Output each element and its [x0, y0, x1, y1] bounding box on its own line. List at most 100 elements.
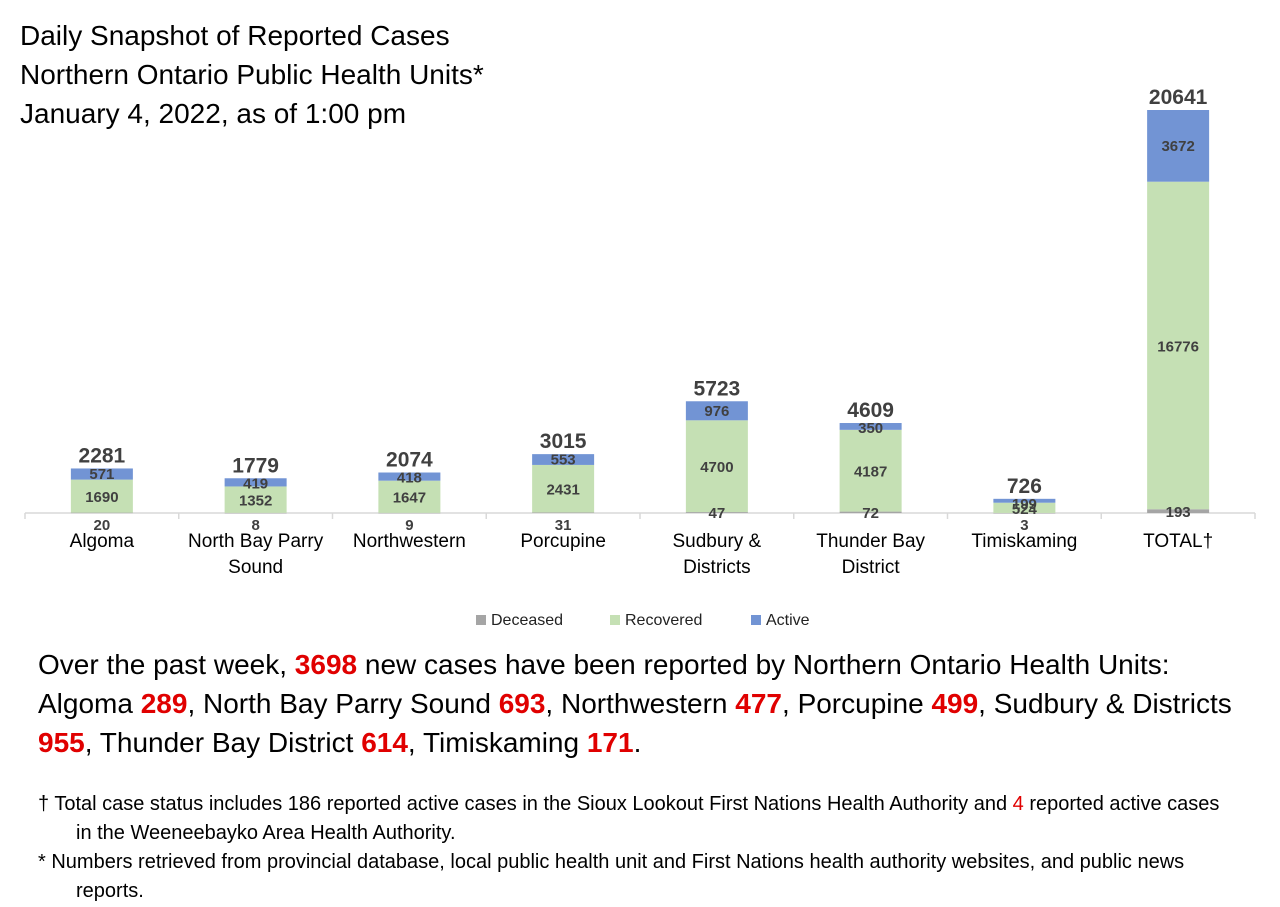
x-tick-label: Sudbury & — [673, 531, 762, 552]
data-label-total: 2281 — [79, 444, 126, 467]
weekly-summary: Over the past week, 3698 new cases have … — [38, 645, 1268, 762]
bar-recovered — [839, 429, 902, 512]
data-label-recovered: 4700 — [700, 459, 733, 476]
summary-item-label: Timiskaming — [422, 727, 587, 758]
x-tick-label: Algoma — [70, 531, 135, 552]
summary-intro: Over the past week, — [38, 649, 295, 680]
summary-item-value: 693 — [498, 688, 546, 719]
bar-recovered — [993, 502, 1056, 513]
data-label-total: 2074 — [386, 449, 433, 472]
summary-item-value: 955 — [38, 727, 85, 758]
data-label-recovered: 16776 — [1157, 338, 1199, 355]
data-label-deceased: 47 — [709, 505, 726, 522]
summary-item-separator: , — [84, 727, 100, 758]
title-line-1: Daily Snapshot of Reported Cases — [20, 20, 450, 51]
summary-item-separator: , — [782, 688, 798, 719]
legend-label-active: Active — [766, 612, 810, 629]
data-label-deceased: 8 — [251, 517, 259, 534]
data-label-active: 199 — [1012, 496, 1037, 513]
data-label-active: 419 — [243, 475, 268, 492]
bar-active — [378, 472, 441, 481]
data-label-recovered: 1647 — [393, 490, 426, 507]
legend-swatch-recovered — [610, 615, 620, 625]
summary-item-value: 171 — [586, 727, 634, 758]
data-label-total: 726 — [1007, 475, 1042, 498]
summary-item-separator: , — [407, 727, 423, 758]
legend-item-active: Active — [751, 612, 810, 630]
footnote-dagger-text-1: † Total case status includes 186 reporte… — [38, 793, 1013, 815]
x-tick-label: Thunder Bay — [816, 531, 925, 552]
bar-deceased — [1147, 509, 1210, 513]
bar-active — [685, 401, 748, 421]
bar-recovered — [685, 420, 748, 513]
legend-item-deceased: Deceased — [476, 612, 563, 630]
data-label-recovered: 524 — [1012, 501, 1038, 518]
summary-item-label: Algoma — [38, 688, 141, 719]
data-label-deceased: 9 — [405, 517, 413, 534]
x-tick-label: Sound — [228, 557, 283, 578]
bar-recovered — [70, 479, 133, 513]
data-label-active: 571 — [89, 466, 114, 483]
summary-item-label: Northwestern — [560, 688, 736, 719]
data-label-recovered: 1690 — [85, 489, 118, 506]
summary-item-label: North Bay Parry Sound — [203, 688, 499, 719]
bar-active — [70, 468, 133, 480]
bar-active — [993, 498, 1056, 503]
x-tick-label: Districts — [683, 557, 751, 578]
x-tick-label: North Bay Parry — [188, 531, 324, 552]
summary-item-label: Sudbury & Districts — [993, 688, 1232, 719]
footnote-dagger-text-2: reported active cases in the Weeneebayko… — [76, 793, 1220, 844]
footnote-dagger-red-number: 4 — [1012, 793, 1024, 815]
footnote-dagger: † Total case status includes 186 reporte… — [38, 790, 1238, 848]
summary-item-value: 614 — [361, 727, 408, 758]
data-label-deceased: 20 — [94, 517, 111, 534]
data-label-recovered: 4187 — [854, 464, 887, 481]
data-label-active: 3672 — [1161, 138, 1194, 155]
summary-item-separator: . — [633, 727, 642, 758]
data-label-active: 350 — [858, 420, 883, 437]
title-line-3: January 4, 2022, as of 1:00 pm — [20, 98, 407, 129]
bar-deceased — [839, 511, 902, 513]
data-label-active: 976 — [704, 403, 729, 420]
bar-deceased — [532, 512, 595, 513]
summary-item-separator: , — [187, 688, 203, 719]
bar-active — [1147, 110, 1210, 182]
legend-swatch-active — [751, 615, 761, 625]
bar-recovered — [224, 486, 287, 513]
data-label-recovered: 2431 — [546, 482, 579, 499]
bar-recovered — [378, 480, 441, 513]
bar-deceased — [378, 512, 441, 514]
data-label-deceased: 31 — [555, 517, 572, 534]
data-label-recovered: 1352 — [239, 493, 272, 510]
bar-active — [532, 454, 595, 465]
data-label-deceased: 72 — [862, 505, 879, 522]
data-label-total: 3015 — [540, 430, 587, 453]
data-label-deceased: 3 — [1020, 517, 1028, 534]
bar-deceased — [70, 512, 133, 514]
bar-deceased — [993, 512, 1056, 514]
x-tick-label: Timiskaming — [971, 531, 1077, 552]
summary-items: Algoma 289, North Bay Parry Sound 693, N… — [38, 688, 1232, 758]
bar-recovered — [532, 464, 595, 513]
data-label-total: 20641 — [1149, 86, 1208, 109]
bar-deceased — [685, 512, 748, 513]
summary-item-value: 477 — [735, 688, 782, 719]
data-label-total: 5723 — [694, 377, 741, 400]
bar-active — [224, 478, 287, 487]
summary-item-label: Thunder Bay District — [99, 727, 362, 758]
summary-after-total: new cases have been reported by Northern… — [357, 649, 1170, 680]
x-tick-label: District — [842, 557, 901, 578]
legend: Deceased Recovered Active — [0, 612, 1280, 636]
bar-deceased — [224, 512, 287, 514]
legend-label-deceased: Deceased — [491, 612, 564, 629]
legend-item-recovered: Recovered — [610, 612, 702, 630]
data-label-active: 553 — [551, 452, 576, 469]
summary-total-new-cases: 3698 — [294, 649, 358, 680]
title-line-2: Northern Ontario Public Health Units* — [20, 59, 484, 90]
legend-swatch-deceased — [476, 615, 486, 625]
data-label-total: 1779 — [232, 454, 279, 477]
bar-active — [839, 423, 902, 430]
data-label-deceased: 193 — [1166, 504, 1191, 521]
x-tick-label: TOTAL† — [1143, 531, 1213, 552]
